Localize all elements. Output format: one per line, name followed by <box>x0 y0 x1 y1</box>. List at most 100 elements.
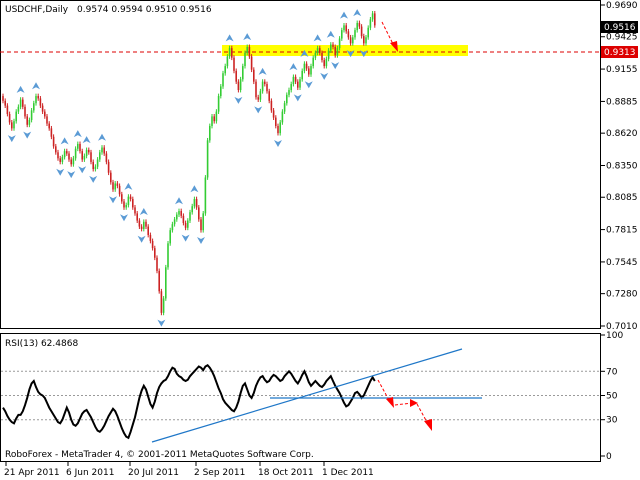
fractal-up-icon <box>243 33 252 41</box>
fractal-down-icon <box>56 168 65 176</box>
candle-body <box>132 199 134 208</box>
candle-body <box>347 31 350 38</box>
current-price-tag-bg <box>601 21 638 33</box>
candle-body <box>127 196 130 206</box>
candle-body <box>250 56 253 70</box>
candle-body <box>173 219 176 225</box>
date-tick-label: 6 Jun 2011 <box>66 468 114 478</box>
candle-body <box>83 155 86 160</box>
candle-body <box>37 96 39 99</box>
candle-body <box>202 213 204 231</box>
candle-body <box>123 201 125 208</box>
price-tick-label: 0.7010 <box>606 322 638 332</box>
fractal-down-icon <box>346 50 355 58</box>
rsi-title: RSI(13) 62.4868 <box>5 339 78 349</box>
price-axis: 0.9690 0.9425 0.9155 0.8885 0.8620 0.8350 0.80… <box>601 1 638 332</box>
candle-body <box>59 158 61 162</box>
candle-body <box>30 110 33 120</box>
candle-body <box>264 81 266 85</box>
fractal-down-icon <box>120 214 128 222</box>
candle-body <box>334 46 336 56</box>
candle-body <box>22 99 24 107</box>
fractal-down-icon <box>359 50 368 58</box>
candle-body <box>369 19 372 28</box>
fractal-up-icon <box>60 137 69 145</box>
candle-body <box>239 79 242 91</box>
candle-body <box>222 73 224 87</box>
candle-body <box>55 146 57 153</box>
chart-symbol-info: USDCHF,Daily <box>5 5 69 15</box>
date-tick-label: 2 Sep 2011 <box>194 468 245 478</box>
candle-body <box>308 68 310 75</box>
candle-body <box>143 221 145 229</box>
candle-body <box>121 194 123 202</box>
fractal-down-icon <box>331 62 340 70</box>
candle-body <box>367 27 369 38</box>
price-tick-label: 0.7815 <box>606 226 638 236</box>
candle-body <box>116 183 119 186</box>
candle-body <box>39 98 42 106</box>
candle-body <box>206 140 209 178</box>
candle-body <box>286 94 288 104</box>
candle-body <box>261 81 264 92</box>
ohlc-values: 0.9574 0.9594 0.9510 0.9516 <box>77 5 212 15</box>
fractal-down-icon <box>254 106 263 114</box>
candle-body <box>281 111 284 123</box>
fractal-down-icon <box>304 81 313 89</box>
candle-body <box>114 183 116 190</box>
candle-body <box>235 70 237 82</box>
candle-body <box>255 81 257 98</box>
candle-body <box>189 212 191 221</box>
candle-body <box>211 116 213 126</box>
candle-body <box>200 219 202 231</box>
candle-body <box>257 97 259 100</box>
fractal-down-icon <box>293 94 302 102</box>
candle-body <box>292 76 295 85</box>
candle-body <box>74 148 77 159</box>
rsi-tick-label: 70 <box>606 367 618 377</box>
candle-body <box>187 220 189 228</box>
candle-body <box>305 63 308 69</box>
candle-body <box>363 36 365 44</box>
candle-body <box>195 199 198 208</box>
candle-body <box>48 123 50 129</box>
price-tick-label: 0.8350 <box>606 162 638 172</box>
candle-body <box>149 234 152 241</box>
candle-body <box>253 69 255 82</box>
candle-body <box>332 44 334 47</box>
candle-body <box>303 63 306 71</box>
candle-body <box>171 224 174 231</box>
fractal-down-icon <box>7 135 16 143</box>
fractal-down-icon <box>67 171 76 179</box>
candle-body <box>330 44 332 51</box>
current-price-tag: 0.9516 <box>604 23 636 33</box>
rsi-tick-label: 0 <box>606 452 612 462</box>
candle-body <box>50 128 53 137</box>
candle-body <box>28 119 31 125</box>
candle-body <box>204 177 207 214</box>
candle-body <box>341 30 343 39</box>
date-tick-label: 18 Oct 2011 <box>258 468 314 478</box>
fractal-up-icon <box>124 182 133 190</box>
candle-body <box>8 113 11 123</box>
candle-body <box>72 158 75 165</box>
fractal-up-icon <box>16 85 25 93</box>
candle-body <box>226 56 229 67</box>
price-tick-label: 0.9425 <box>606 33 638 43</box>
candle-body <box>310 66 312 75</box>
candle-body <box>147 226 149 235</box>
candle-body <box>41 105 44 112</box>
candle-body <box>279 122 281 134</box>
candle-body <box>26 116 28 125</box>
candle-body <box>44 111 46 117</box>
candle-body <box>96 159 99 167</box>
candle-body <box>259 91 262 100</box>
candle-body <box>327 50 330 59</box>
resistance-highlight-zone <box>222 45 468 56</box>
candle-body <box>138 220 141 227</box>
fractal-down-icon <box>137 235 146 243</box>
candle-body <box>268 91 270 101</box>
fractal-up-icon <box>258 67 267 75</box>
candle-body <box>180 211 182 216</box>
